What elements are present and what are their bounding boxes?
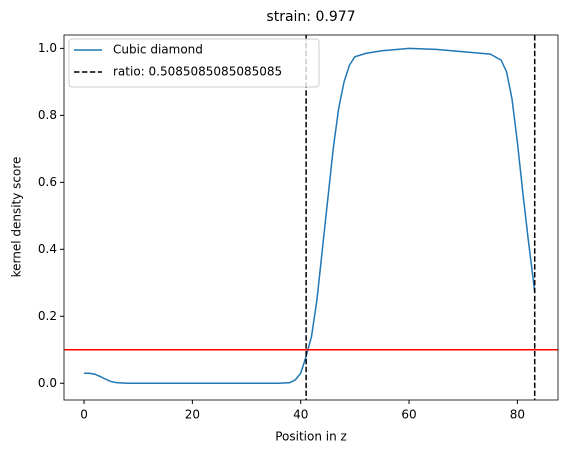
legend-box — [68, 38, 320, 88]
x-tick-label: 80 — [510, 408, 525, 422]
y-axis-label: kernel density score — [10, 157, 24, 278]
y-tick-label: 0.6 — [38, 175, 57, 189]
x-axis-label: Position in z — [275, 430, 347, 444]
legend-label: ratio: 0.5085085085085085 — [113, 65, 282, 79]
x-tick-label: 0 — [80, 408, 88, 422]
x-tick-label: 40 — [293, 408, 308, 422]
y-tick-label: 0.2 — [38, 309, 57, 323]
y-tick-label: 0.4 — [38, 242, 57, 256]
x-tick-label: 20 — [185, 408, 200, 422]
plot-frame — [63, 34, 559, 401]
legend-label: Cubic diamond — [113, 43, 203, 57]
y-tick-label: 0.8 — [38, 108, 57, 122]
x-tick-label: 60 — [401, 408, 416, 422]
y-tick-label: 0.0 — [38, 376, 57, 390]
y-tick-label: 1.0 — [38, 41, 57, 55]
data-line — [84, 47, 536, 385]
chart-title: strain: 0.977 — [266, 9, 355, 25]
